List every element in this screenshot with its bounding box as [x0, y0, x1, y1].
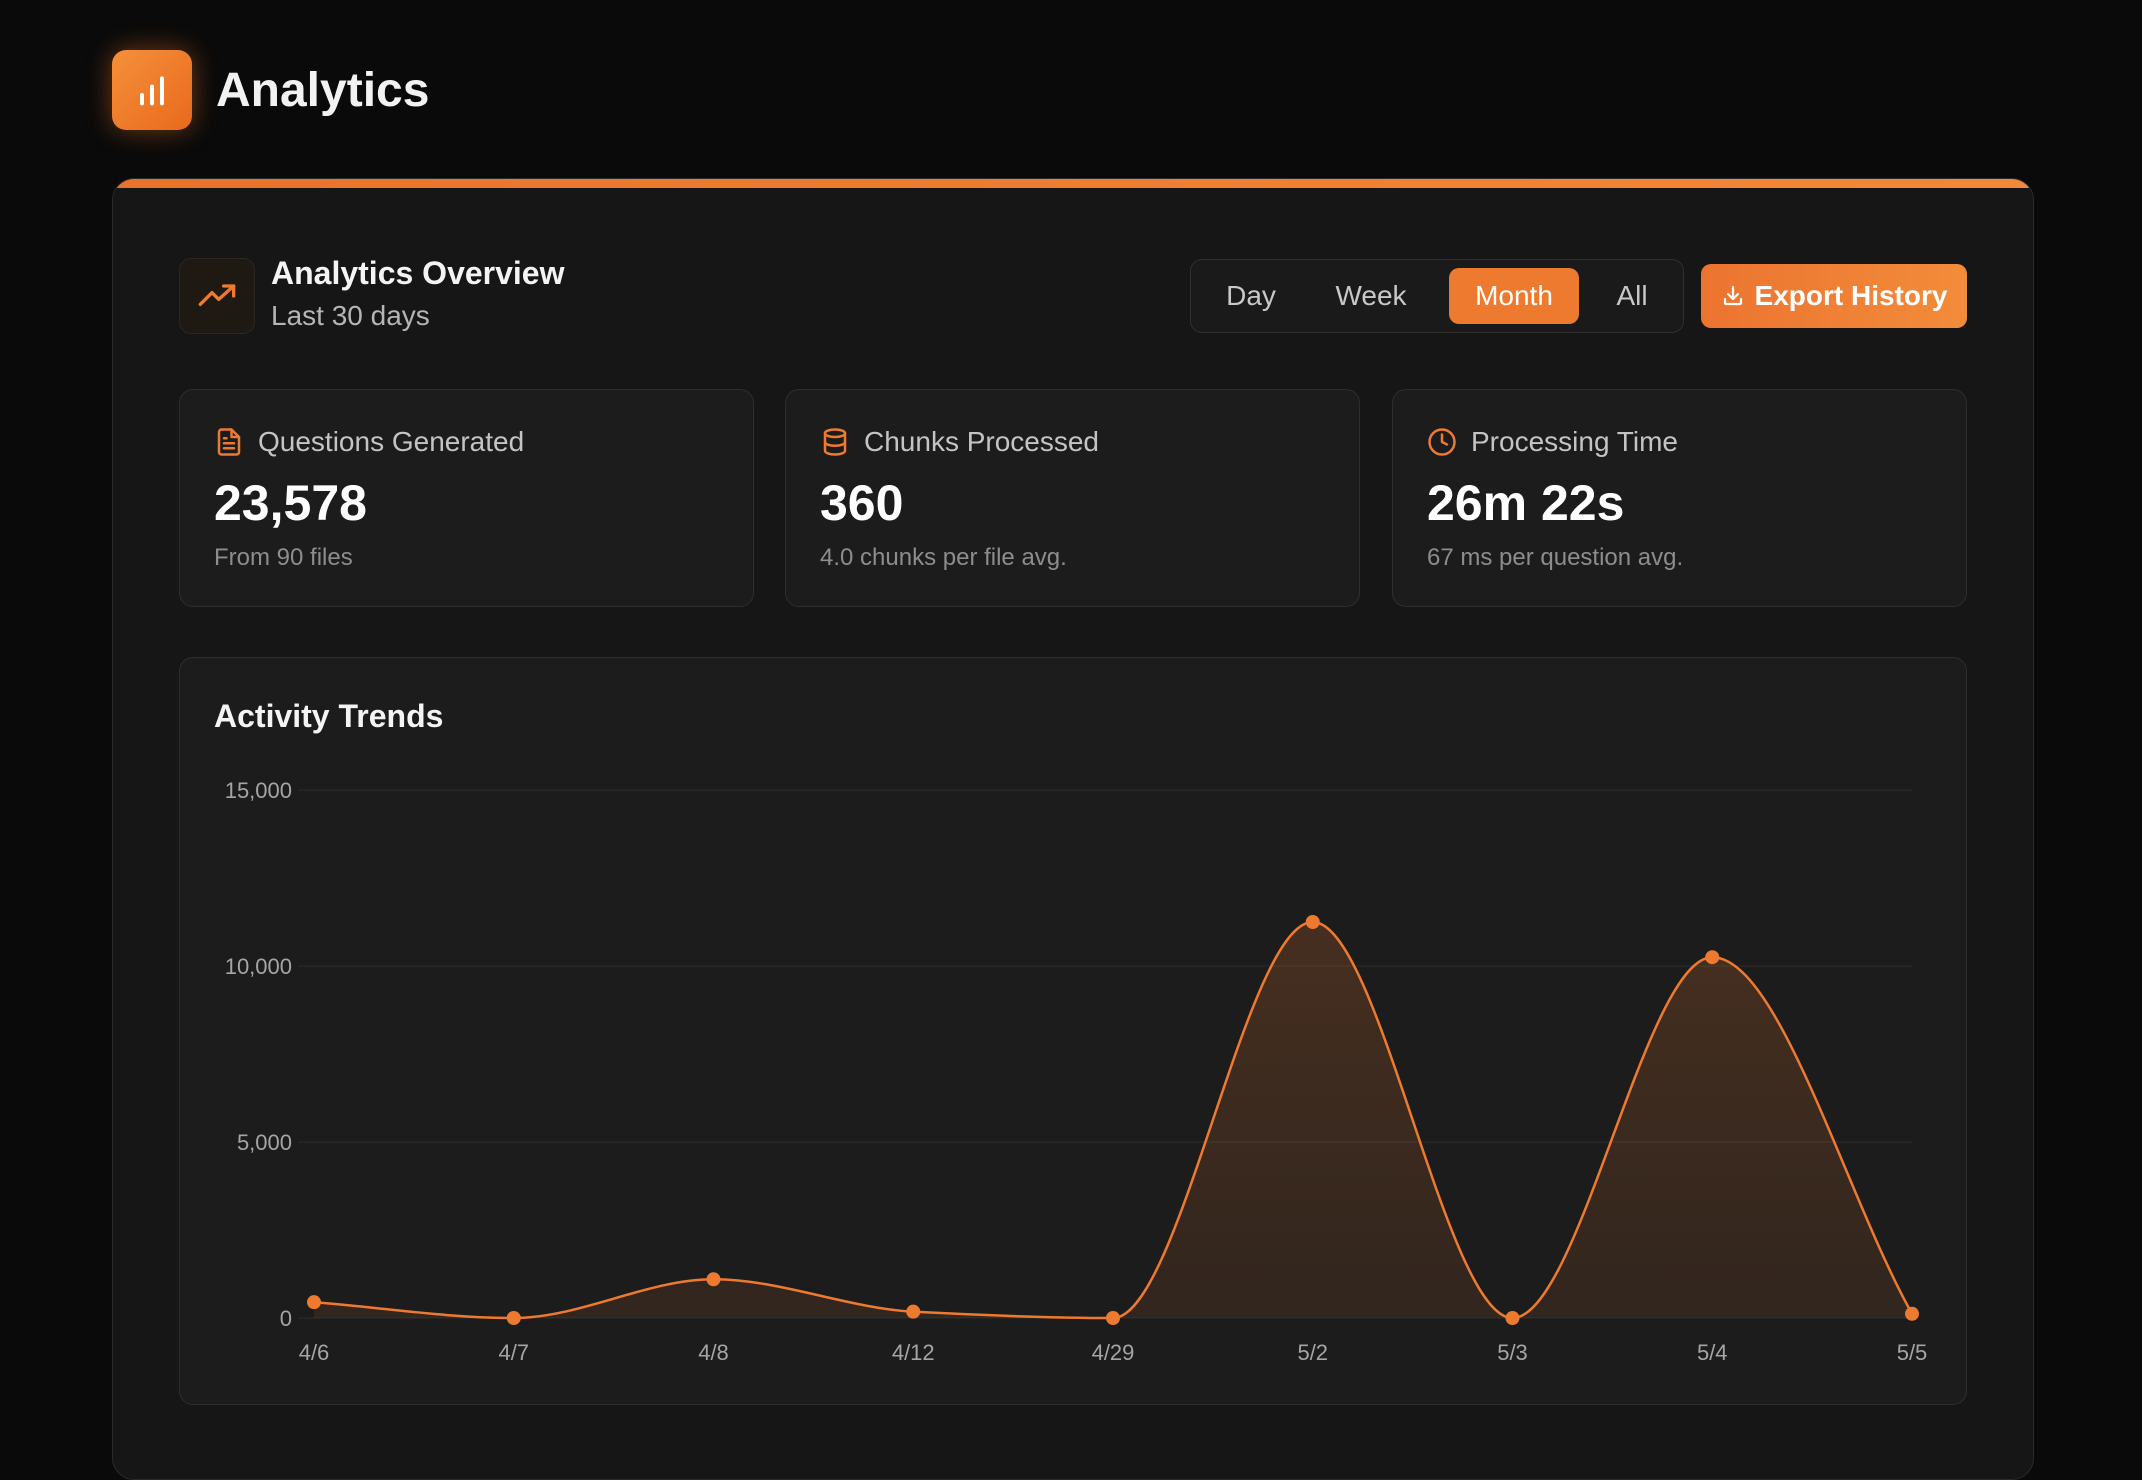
activity-trends-chart: 0 5,000 10,000 15,000 4/6 4/7 4/8 4/12 4/29 5/2 5/… [225, 778, 1928, 1365]
activity-trends-card: Activity Trends 0 5,000 10,000 15,000 4/6 4/7… [179, 657, 1967, 1405]
range-month-button[interactable]: Month [1449, 268, 1579, 324]
stat-note: 67 ms per question avg. [1427, 544, 1684, 571]
range-week-button[interactable]: Week [1335, 280, 1407, 311]
clock-icon [1428, 428, 1456, 456]
document-icon [217, 428, 241, 456]
bar-chart-icon [112, 50, 192, 130]
trending-up-icon [179, 258, 255, 334]
stat-label: Processing Time [1471, 426, 1678, 457]
x-tick-label: 5/4 [1697, 1340, 1728, 1365]
x-tick-label: 5/3 [1497, 1340, 1528, 1365]
stat-value: 23,578 [214, 475, 367, 531]
data-point [1106, 1311, 1120, 1325]
range-day-button[interactable]: Day [1226, 280, 1276, 311]
x-tick-label: 4/7 [498, 1340, 529, 1365]
stat-label: Questions Generated [258, 426, 525, 457]
x-tick-label: 5/5 [1897, 1340, 1928, 1365]
overview-title: Analytics Overview [271, 255, 565, 291]
stat-card-questions: Questions Generated 23,578 From 90 files [179, 389, 754, 607]
data-point [1905, 1306, 1919, 1321]
series-area [314, 922, 1912, 1318]
data-point [1505, 1311, 1520, 1325]
stat-note: From 90 files [214, 544, 353, 571]
y-tick-label: 0 [280, 1306, 292, 1331]
x-tick-label: 4/12 [892, 1340, 935, 1365]
app-header: Analytics [112, 50, 429, 130]
series-line [313, 920, 1914, 1320]
overview-subtitle: Last 30 days [271, 300, 430, 331]
stat-value: 26m 22s [1427, 475, 1625, 531]
y-tick-label: 15,000 [225, 778, 292, 803]
chart-title: Activity Trends [214, 698, 444, 734]
x-tick-label: 4/8 [698, 1340, 729, 1365]
data-point [706, 1272, 721, 1287]
stat-label: Chunks Processed [864, 426, 1100, 457]
stat-value: 360 [820, 475, 904, 531]
export-label: Export History [1754, 280, 1948, 311]
export-history-button[interactable]: Export History [1701, 264, 1967, 328]
stat-note: 4.0 chunks per file avg. [820, 544, 1067, 571]
data-point [506, 1311, 521, 1325]
panel-accent-bar [113, 179, 2033, 188]
analytics-panel: Analytics Overview Last 30 days Day Week… [112, 178, 2034, 1480]
page-title: Analytics [216, 63, 430, 117]
x-tick-label: 4/29 [1092, 1340, 1135, 1365]
stat-card-processing-time: Processing Time 26m 22s 67 ms per questi… [1392, 389, 1967, 607]
range-all-button[interactable]: All [1616, 280, 1648, 311]
x-tick-label: 5/2 [1297, 1340, 1328, 1365]
y-tick-label: 10,000 [225, 954, 292, 979]
y-tick-label: 5,000 [237, 1130, 292, 1155]
data-point [307, 1295, 321, 1310]
data-point [906, 1304, 921, 1319]
database-icon [823, 428, 847, 456]
time-range-selector: Day Week Month All [1190, 259, 1684, 333]
x-tick-label: 4/6 [299, 1340, 330, 1365]
download-icon [1723, 285, 1742, 306]
data-point [1305, 915, 1320, 929]
data-point [1705, 950, 1720, 965]
stat-card-chunks: Chunks Processed 360 4.0 chunks per file… [785, 389, 1360, 607]
